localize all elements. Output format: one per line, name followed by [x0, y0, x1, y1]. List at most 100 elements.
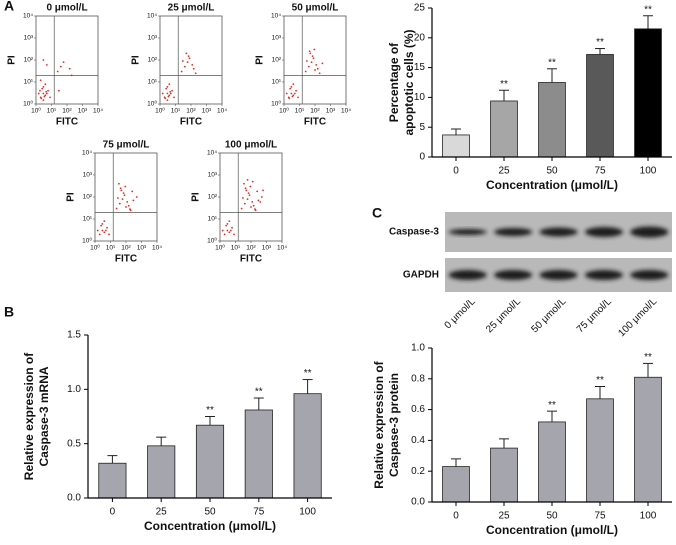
scatter-point [168, 83, 171, 86]
y-tick-label: 10¹ [148, 79, 158, 86]
scatter-point [243, 202, 246, 205]
y-tick-label: 0 [419, 152, 425, 163]
scatter-point [42, 92, 45, 95]
y-tick-label: 0.2 [411, 466, 425, 477]
error-bar [595, 48, 605, 55]
scatter-point [259, 200, 262, 203]
scatter-point [308, 50, 311, 53]
y-tick-label: 10³ [272, 35, 282, 42]
x-tick-label: 10¹ [231, 245, 241, 252]
y-axis-label: PI [191, 192, 202, 202]
scatter-point [103, 231, 106, 234]
significance-marker: ** [548, 400, 556, 411]
scatter-point [256, 190, 259, 193]
y-tick-label: 20 [414, 32, 426, 43]
blot-band [584, 227, 623, 237]
error-bar [595, 386, 605, 399]
bar [195, 424, 225, 499]
x-tick-label: 10² [246, 245, 256, 252]
x-tick-label: 10¹ [47, 108, 57, 115]
scatter-point [313, 48, 316, 51]
scatter-point [181, 60, 184, 62]
error-bar [107, 455, 118, 464]
blot-lane-label: 0 μmol/L [443, 296, 478, 331]
blot-row-label: Caspase-3 [389, 227, 439, 238]
blot-band [494, 270, 533, 280]
error-bar [451, 458, 461, 467]
x-tick-label: 10¹ [171, 108, 181, 115]
scatter-point [129, 208, 131, 211]
scatter-point [304, 70, 307, 73]
y-tick-label: 0.8 [411, 373, 425, 384]
x-tick-label: 10³ [326, 108, 336, 115]
scatter-point [115, 207, 118, 210]
scatter-point [305, 60, 308, 62]
scatter-point [118, 182, 120, 185]
y-tick-label: 10⁰ [271, 100, 281, 108]
scatter-point [59, 65, 62, 68]
scatter-point [45, 63, 48, 66]
scatter-point [309, 52, 312, 55]
significance-marker: ** [596, 375, 604, 386]
blot-band [539, 227, 578, 237]
bar [293, 393, 322, 499]
x-axis-label: FITC [180, 117, 202, 128]
scatter-point [123, 194, 126, 197]
y-tick-label: 10³ [208, 172, 218, 179]
x-tick-label: 25 [156, 507, 168, 518]
x-tick-label: 100 [640, 166, 657, 177]
x-tick-label: 10⁴ [152, 245, 162, 252]
scatter-point [106, 226, 108, 229]
scatter-point [240, 207, 243, 210]
scatter-point [98, 233, 101, 236]
x-tick-label: 50 [546, 166, 558, 177]
scatter-point [229, 229, 232, 232]
x-axis-label: Concentration (μmol/L) [486, 178, 618, 192]
scatter-point [246, 198, 249, 201]
x-tick-label: 0 [453, 166, 459, 177]
significance-marker: ** [548, 57, 556, 68]
y-axis-label: PI [255, 55, 266, 65]
scatter-point [194, 72, 197, 75]
scatter-point [314, 69, 316, 71]
y-tick-label: 10¹ [24, 79, 34, 86]
x-tick-label: 25 [498, 511, 510, 522]
scatter-point [39, 79, 42, 82]
scatter-point [246, 178, 249, 181]
scatter-point [135, 196, 138, 198]
scatter-point [180, 70, 183, 73]
error-bar [205, 416, 215, 426]
y-tick-label: 10⁰ [147, 100, 157, 108]
significance-marker: ** [644, 4, 652, 15]
scatter-point [241, 197, 244, 199]
panel-letter: C [372, 205, 382, 221]
x-tick-label: 10³ [137, 245, 147, 252]
scatter-point [321, 62, 324, 65]
bar [586, 398, 614, 503]
scatter-point [56, 70, 59, 73]
scatter-point [166, 99, 169, 102]
y-tick-label: 0.0 [411, 497, 425, 508]
error-bar [643, 15, 653, 29]
error-bar [499, 89, 509, 101]
scatter-point [121, 198, 124, 201]
scatter-point [250, 206, 252, 208]
scatter-point [104, 229, 107, 232]
scatter-point [103, 220, 106, 223]
scatter-point [47, 89, 49, 92]
plot-title: 0 μmol/L [46, 3, 87, 14]
scatter-point [248, 194, 251, 197]
y-tick-label: 25 [414, 3, 426, 14]
x-tick-label: 0 [453, 511, 459, 522]
x-tick-label: 10¹ [295, 108, 305, 115]
error-bar [547, 68, 557, 83]
scatter-point [166, 92, 169, 95]
y-axis-label: Caspase-3 protein [387, 373, 401, 477]
scatter-point [312, 57, 315, 60]
scatter-point [292, 83, 295, 86]
scatter-point [245, 189, 248, 192]
y-tick-label: 10⁰ [207, 237, 217, 245]
scatter-point [169, 92, 172, 95]
scatter-point [96, 229, 99, 232]
plot-title: 100 μmol/L [225, 140, 277, 151]
